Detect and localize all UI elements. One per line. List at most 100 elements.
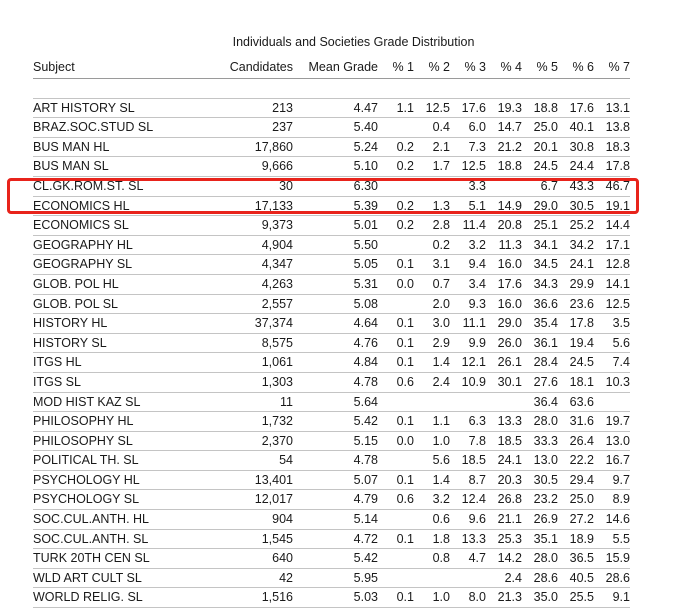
cell-pct-3: 3.3 [468, 178, 486, 193]
cell-mean-grade: 4.72 [353, 531, 378, 546]
cell-pct-5: 25.1 [533, 218, 558, 233]
cell-pct-3: 7.8 [468, 433, 486, 448]
cell-pct-6: 34.2 [569, 237, 594, 252]
cell-pct-1 [378, 392, 414, 412]
cell-pct-6: 23.6 [569, 296, 594, 311]
cell-pct-4: 14.7 [497, 120, 522, 135]
cell-pct-6: 25.0 [569, 492, 594, 507]
cell-mean-grade: 4.47 [353, 100, 378, 115]
cell-subject: PHILOSOPHY HL [33, 414, 134, 429]
cell-pct-1: 0.2 [396, 139, 414, 154]
table-row: POLITICAL TH. SL 54 4.78 5.6 18.5 24.1 13.0 22.… [33, 451, 630, 471]
cell-pct-2: 2.0 [432, 296, 450, 311]
col-header-pct-5: % 5 [536, 60, 558, 74]
cell-pct-1: 0.1 [396, 355, 414, 370]
cell-subject: BUS MAN SL [33, 159, 109, 174]
cell-pct-7: 8.9 [612, 492, 630, 507]
cell-pct-7: 14.1 [605, 276, 630, 291]
cell-subject: GLOB. POL HL [33, 276, 119, 291]
cell-pct-6: 18.1 [569, 374, 594, 389]
cell-pct-1 [378, 549, 414, 569]
cell-subject: POLITICAL TH. SL [33, 453, 139, 468]
cell-pct-2 [414, 392, 450, 412]
table-row: GLOB. POL HL 4,263 5.31 0.0 0.7 3.4 17.6 34.3 29… [33, 274, 630, 295]
cell-pct-2: 1.7 [432, 159, 450, 174]
cell-mean-grade: 5.39 [353, 198, 378, 213]
cell-pct-5: 23.2 [533, 492, 558, 507]
cell-pct-5: 36.1 [533, 335, 558, 350]
cell-mean-grade: 5.40 [353, 120, 378, 135]
table-row: BUS MAN SL 9,666 5.10 0.2 1.7 12.5 18.8 24.5 24.… [33, 157, 630, 177]
cell-pct-7 [594, 392, 630, 412]
cell-pct-2: 2.8 [432, 218, 450, 233]
cell-candidates: 42 [279, 570, 293, 585]
cell-pct-1: 0.0 [396, 433, 414, 448]
cell-pct-5: 29.0 [533, 198, 558, 213]
table-row: ITGS SL 1,303 4.78 0.6 2.4 10.9 30.1 27.6 18.1 10… [33, 372, 630, 392]
table-row: GEOGRAPHY HL 4,904 5.50 0.2 3.2 11.3 34.1 34.2 1… [33, 235, 630, 255]
cell-pct-1: 1.1 [396, 100, 414, 115]
cell-pct-2: 1.4 [432, 472, 450, 487]
cell-candidates: 17,133 [254, 198, 293, 213]
cell-pct-3: 12.1 [461, 355, 486, 370]
cell-mean-grade: 5.03 [353, 590, 378, 605]
cell-candidates: 237 [272, 120, 293, 135]
cell-pct-2: 0.7 [432, 276, 450, 291]
cell-pct-6: 24.5 [569, 355, 594, 370]
cell-subject: PSYCHOLOGY SL [33, 492, 140, 507]
cell-pct-6: 29.4 [569, 472, 594, 487]
cell-candidates: 17,860 [254, 139, 293, 154]
table-row: TURK 20TH CEN SL 640 5.42 0.8 4.7 14.2 28.0 36.… [33, 549, 630, 569]
cell-pct-7: 13.1 [605, 100, 630, 115]
table-body: ART HISTORY SL 213 4.47 1.1 12.5 17.6 19.3 18.8… [33, 79, 630, 608]
cell-pct-2: 1.3 [432, 198, 450, 213]
cell-pct-6: 40.5 [569, 570, 594, 585]
cell-pct-4: 14.2 [497, 551, 522, 566]
cell-pct-1: 0.1 [396, 531, 414, 546]
table-row: CL.GK.ROM.ST. SL 30 6.30 3.3 6.7 43.3 46.7 [33, 176, 630, 197]
cell-pct-1: 0.1 [396, 316, 414, 331]
cell-pct-1 [378, 176, 414, 196]
cell-candidates: 2,370 [261, 433, 293, 448]
cell-candidates: 4,263 [261, 276, 293, 291]
cell-pct-2: 0.8 [432, 551, 450, 566]
cell-pct-6: 24.4 [569, 159, 594, 174]
col-header-pct-6: % 6 [572, 60, 594, 74]
table-title: Individuals and Societies Grade Distribu… [232, 35, 475, 49]
cell-pct-4 [486, 392, 522, 412]
cell-pct-2: 12.5 [425, 100, 450, 115]
cell-pct-2 [414, 176, 450, 196]
col-header-subject: Subject [33, 60, 75, 74]
cell-pct-2: 0.4 [432, 120, 450, 135]
cell-candidates: 4,347 [261, 257, 293, 272]
cell-mean-grade: 5.10 [353, 159, 378, 174]
cell-subject: TURK 20TH CEN SL [33, 551, 150, 566]
table-row: ITGS HL 1,061 4.84 0.1 1.4 12.1 26.1 28.4 24.5 7.… [33, 353, 630, 373]
cell-mean-grade: 5.07 [353, 472, 378, 487]
cell-pct-5: 34.1 [533, 237, 558, 252]
cell-mean-grade: 5.42 [353, 414, 378, 429]
cell-pct-4: 24.1 [497, 453, 522, 468]
cell-pct-1: 0.6 [396, 374, 414, 389]
table-row: WLD ART CULT SL 42 5.95 2.4 28.6 40.5 28.6 [33, 568, 630, 588]
cell-pct-6: 30.8 [569, 139, 594, 154]
cell-subject: SOC.CUL.ANTH. SL [33, 531, 149, 546]
cell-subject: ART HISTORY SL [33, 100, 135, 115]
cell-pct-4: 30.1 [497, 374, 522, 389]
cell-pct-4: 26.0 [497, 335, 522, 350]
cell-pct-4: 21.2 [497, 139, 522, 154]
cell-mean-grade: 4.78 [353, 374, 378, 389]
cell-pct-6: 29.9 [569, 276, 594, 291]
cell-pct-3: 13.3 [461, 531, 486, 546]
cell-pct-3: 8.0 [468, 590, 486, 605]
cell-pct-2: 2.1 [432, 139, 450, 154]
cell-pct-2: 3.2 [432, 492, 450, 507]
cell-pct-6: 43.3 [569, 178, 594, 193]
cell-candidates: 1,061 [261, 355, 293, 370]
cell-pct-6: 17.8 [569, 316, 594, 331]
cell-pct-1: 0.1 [396, 335, 414, 350]
cell-pct-1 [378, 451, 414, 471]
cell-subject: GEOGRAPHY SL [33, 257, 133, 272]
table-row: BRAZ.SOC.STUD SL 237 5.40 0.4 6.0 14.7 25.0 40.… [33, 118, 630, 138]
cell-subject: ECONOMICS HL [33, 198, 130, 213]
